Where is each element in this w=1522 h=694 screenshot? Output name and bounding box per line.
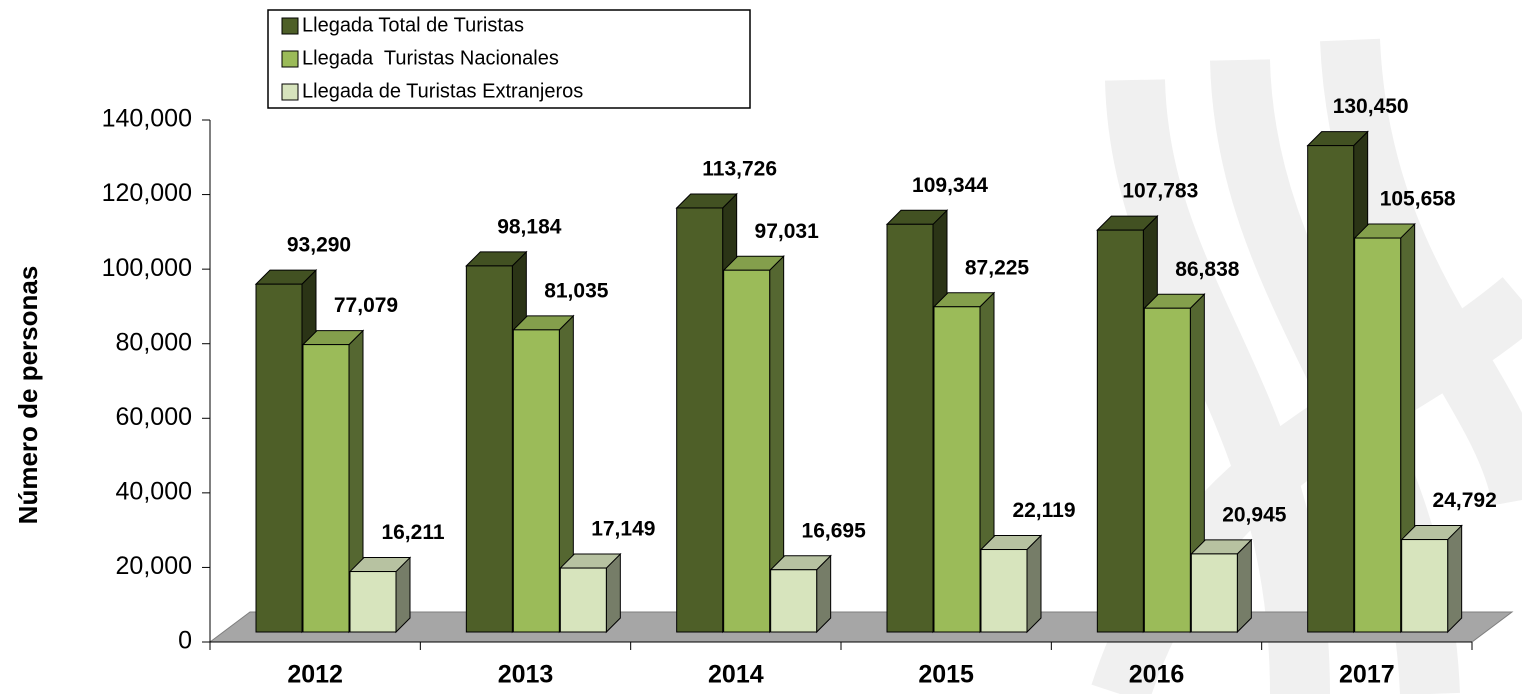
bar [676, 207, 724, 633]
legend-swatch [281, 17, 299, 35]
x-tick-label: 2013 [498, 661, 554, 689]
bar [512, 329, 560, 633]
x-tick-label: 2017 [1339, 661, 1395, 689]
bar [1307, 145, 1355, 633]
legend-label: Llegada Turistas Nacionales [302, 47, 559, 69]
bar [255, 283, 303, 633]
bar [980, 549, 1028, 633]
value-label: 77,079 [334, 294, 398, 317]
value-label: 97,031 [755, 220, 820, 243]
y-axis-label: Número de personas [13, 266, 43, 525]
value-label: 81,035 [544, 279, 609, 302]
x-tick-label: 2015 [918, 661, 974, 689]
value-label: 16,211 [381, 521, 444, 544]
value-label: 93,290 [287, 234, 351, 257]
legend-label: Llegada Total de Turistas [302, 14, 524, 36]
bar [1096, 229, 1144, 633]
y-tick-label: 20,000 [116, 552, 192, 580]
value-label: 16,695 [802, 519, 867, 542]
value-label: 130,450 [1333, 95, 1409, 118]
value-label: 17,149 [591, 518, 655, 541]
value-label: 109,344 [912, 174, 988, 197]
legend-swatch [281, 50, 299, 68]
x-tick-label: 2012 [287, 661, 343, 689]
value-label: 24,792 [1433, 489, 1497, 512]
x-tick-label: 2016 [1129, 661, 1185, 689]
bar-side [1026, 534, 1042, 634]
bar [302, 344, 350, 633]
value-label: 87,225 [965, 256, 1030, 279]
y-tick-label: 120,000 [102, 179, 192, 207]
legend-swatch [281, 83, 299, 101]
bar [770, 569, 818, 633]
bar [465, 265, 513, 633]
y-tick-label: 60,000 [116, 403, 192, 431]
bar [1143, 307, 1191, 633]
bar [349, 571, 397, 633]
y-tick-label: 140,000 [102, 105, 192, 133]
y-tick-label: 80,000 [116, 328, 192, 356]
bar [886, 223, 934, 633]
bar [1190, 553, 1238, 633]
value-label: 22,119 [1012, 499, 1075, 522]
bar [559, 567, 607, 633]
legend-box [267, 9, 751, 109]
bar [1354, 237, 1402, 633]
y-tick-label: 0 [178, 627, 192, 655]
value-label: 86,838 [1175, 258, 1240, 281]
value-label: 107,783 [1122, 180, 1198, 203]
y-tick-label: 100,000 [102, 254, 192, 282]
value-label: 113,726 [702, 158, 777, 181]
legend-label: Llegada de Turistas Extranjeros [302, 80, 583, 102]
bar-side [1236, 538, 1252, 634]
y-tick-label: 40,000 [116, 477, 192, 505]
value-label: 20,945 [1222, 503, 1287, 526]
bar [1401, 539, 1449, 633]
value-label: 98,184 [497, 215, 562, 238]
x-tick-label: 2014 [708, 661, 764, 689]
value-label: 105,658 [1380, 188, 1456, 211]
bar [933, 306, 981, 633]
bar-side [1447, 524, 1463, 634]
bar [723, 269, 771, 633]
